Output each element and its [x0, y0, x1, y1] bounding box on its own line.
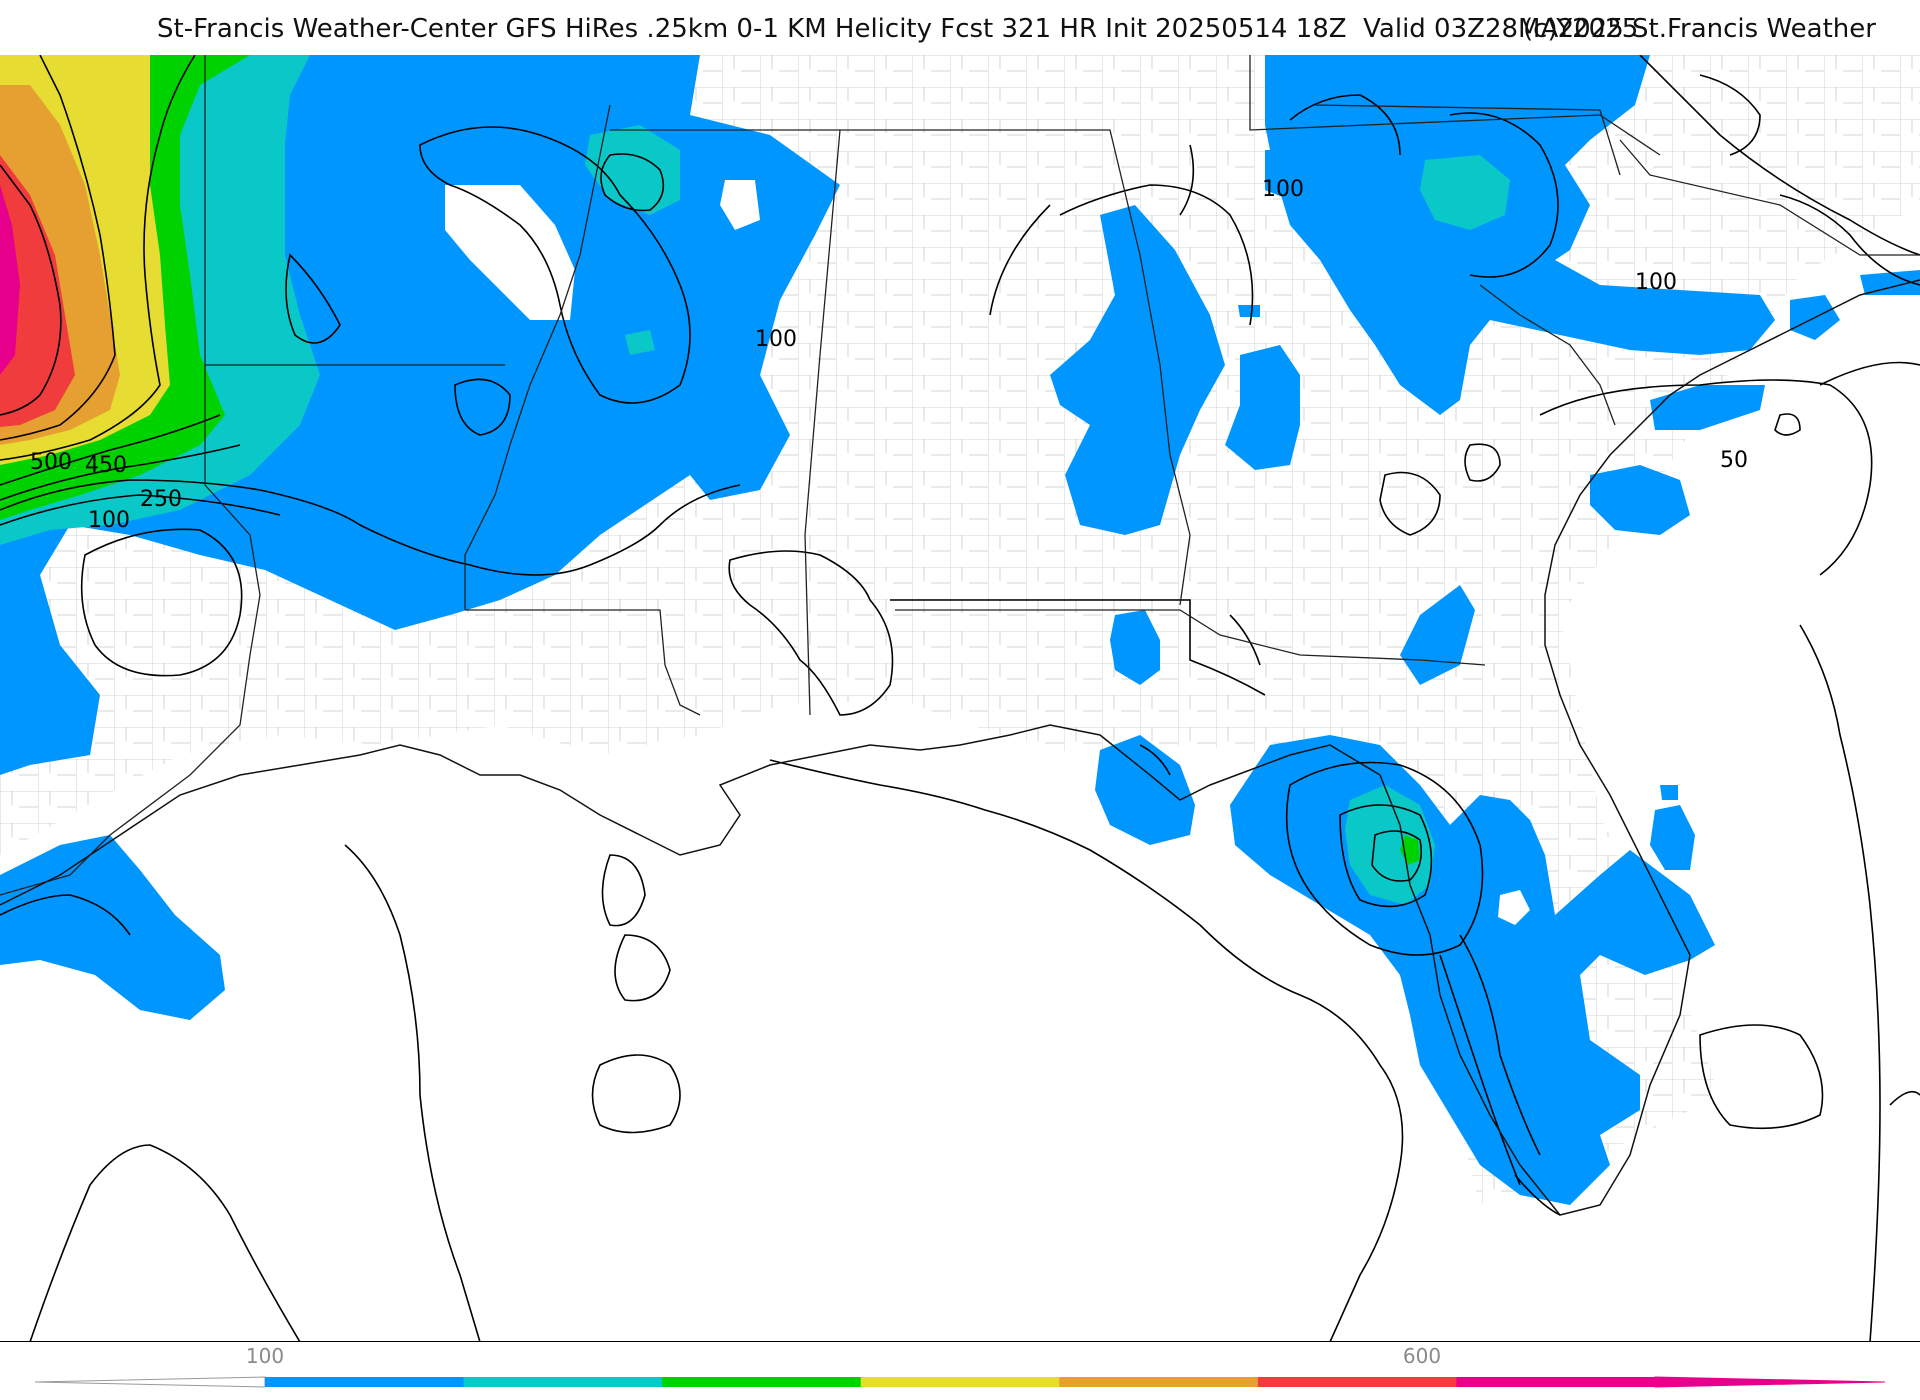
contour-label-50: 50 — [1720, 448, 1748, 473]
band-400-west — [0, 185, 20, 375]
map-title: St-Francis Weather-Center GFS HiRes .25k… — [0, 14, 1920, 54]
contour-label-250: 250 — [140, 487, 182, 512]
colorbar-segment — [662, 1377, 862, 1387]
contour-label-100-central: 100 — [755, 327, 797, 352]
colorbar-segment — [860, 1377, 1060, 1387]
colorbar-segment — [1059, 1377, 1259, 1387]
contour-label-500: 500 — [30, 450, 72, 475]
colorbar-segment — [265, 1377, 465, 1387]
colorbar-tick-100: 100 — [245, 1344, 285, 1368]
map-frame — [0, 1341, 1920, 1342]
contour-label-100-west: 100 — [88, 508, 130, 533]
contour-lines — [0, 55, 1920, 1342]
colorbar-graphic — [34, 1376, 1886, 1388]
contour-label-450: 450 — [85, 453, 127, 478]
coastline — [0, 279, 1920, 1216]
colorbar-segment — [1257, 1377, 1457, 1387]
contour-label-100-georgia: 100 — [1262, 177, 1304, 202]
contour-label-100-carolina: 100 — [1635, 270, 1677, 295]
band-100-texas-coast — [0, 835, 225, 1020]
colorbar: 100 600 — [0, 1342, 1920, 1400]
colorbar-tick-600: 600 — [1402, 1344, 1442, 1368]
filled-contours — [0, 55, 1920, 1205]
helicity-map: 500 450 250 100 100 100 100 50 — [0, 55, 1920, 1342]
copyright-text: (c)2025 St.Francis Weather — [1523, 14, 1876, 44]
colorbar-segment — [1456, 1377, 1656, 1387]
state-borders — [0, 55, 1920, 896]
title-text: St-Francis Weather-Center GFS HiRes .25k… — [157, 14, 1639, 44]
colorbar-segment — [463, 1377, 663, 1387]
